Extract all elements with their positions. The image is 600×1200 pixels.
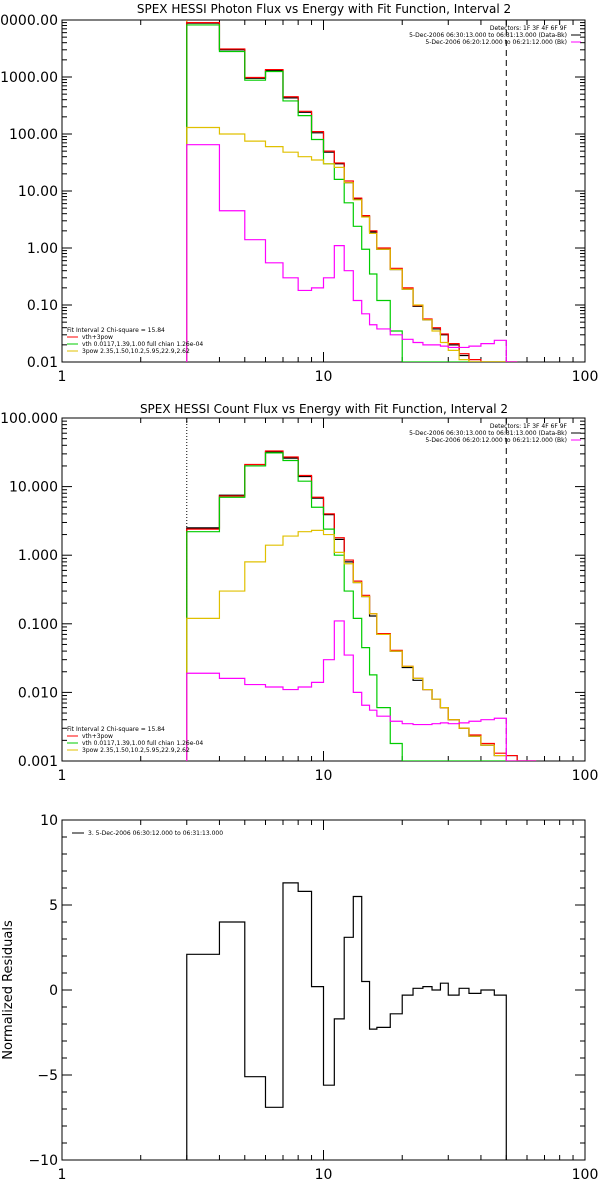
photon-flux-panel: SPEX HESSI Photon Flux vs Energy with Fi… xyxy=(0,2,598,385)
chart-title: SPEX HESSI Count Flux vs Energy with Fit… xyxy=(140,402,508,416)
y-tick-label: 100.000 xyxy=(0,411,58,427)
series-line-2 xyxy=(186,24,518,362)
y-tick-label: 5 xyxy=(49,898,58,914)
series-line-4 xyxy=(186,620,537,761)
chart-title: SPEX HESSI Photon Flux vs Energy with Fi… xyxy=(137,2,511,16)
legend-entry: vth 0.0117,1.39,1.00 full chian 1.26e-04 xyxy=(82,740,203,747)
legend-entry: 3. 5-Dec-2006 06:30:12.000 to 06:31:13.0… xyxy=(88,830,223,837)
legend-entry: 3pow 2.35,1.50,10.2,5.95,22.9,2.62 xyxy=(82,747,190,754)
y-tick-label: 0.100 xyxy=(18,617,58,633)
series-line-2 xyxy=(186,452,537,761)
residuals-panel: Normalized Residuals 1 10 100 10 5 0 −5 −10 3. 5… xyxy=(1,813,598,1183)
y-tick-label: 1000.00 xyxy=(0,70,58,86)
x-tick-label: 100 xyxy=(572,1167,599,1183)
legend-entry: Detectors: 1F 3F 4F 6F 9F xyxy=(490,25,568,32)
legend-entry: 5-Dec-2006 06:20:12.000 to 06:21:12.000 … xyxy=(425,437,567,444)
legend-entry: 3pow 2.35,1.50,10.2,5.95,22.9,2.62 xyxy=(82,348,190,355)
series-line-0 xyxy=(186,22,518,362)
x-tick-label: 10 xyxy=(315,768,333,784)
legend-entry: 5-Dec-2006 06:30:13.000 to 06:31:13.000 … xyxy=(409,430,567,437)
x-tick-label: 1 xyxy=(58,768,67,784)
x-tick-label: 10 xyxy=(315,369,333,385)
series-line-1 xyxy=(186,22,518,362)
series-line-4 xyxy=(186,144,518,362)
series-line-0 xyxy=(186,882,507,1160)
legend-entry: 5-Dec-2006 06:20:12.000 to 06:21:12.000 … xyxy=(425,39,567,46)
series-line-3 xyxy=(186,529,537,761)
y-tick-label: 10 xyxy=(40,813,58,829)
legend-entry: 5-Dec-2006 06:30:13.000 to 06:31:13.000 … xyxy=(409,32,567,39)
y-tick-label: 0.10 xyxy=(27,298,58,314)
legend-entry: Fit Interval 2 Chi-square = 15.84 xyxy=(67,327,165,334)
x-tick-label: 100 xyxy=(572,369,599,385)
y-tick-label: 100.00 xyxy=(9,127,58,143)
legend-entry: vth+3pow xyxy=(82,733,113,740)
y-tick-label: 0.010 xyxy=(18,685,58,701)
series-line-3 xyxy=(186,126,518,362)
legend-entry: vth+3pow xyxy=(82,334,113,341)
series-line-1 xyxy=(186,450,537,761)
count-flux-panel: SPEX HESSI Count Flux vs Energy with Fit… xyxy=(0,402,598,784)
x-tick-label: 100 xyxy=(572,768,599,784)
legend-entry: Fit Interval 2 Chi-square = 15.84 xyxy=(67,726,165,733)
y-tick-label: 10.000 xyxy=(9,480,58,496)
x-tick-label: 10 xyxy=(315,1167,333,1183)
y-axis-label: Normalized Residuals xyxy=(1,920,16,1060)
y-tick-label: −10 xyxy=(28,1153,58,1169)
legend-entry: vth 0.0117,1.39,1.00 full chian 1.26e-04 xyxy=(82,341,203,348)
y-tick-label: 10.00 xyxy=(18,184,58,200)
x-tick-label: 1 xyxy=(58,1167,67,1183)
y-tick-label: 0 xyxy=(49,983,58,999)
y-tick-label: 0.001 xyxy=(18,754,58,770)
y-tick-label: 0.01 xyxy=(27,355,58,371)
y-tick-label: 1.000 xyxy=(18,548,58,564)
y-tick-label: −5 xyxy=(37,1068,58,1084)
legend-entry: Detectors: 1F 3F 4F 6F 9F xyxy=(490,423,568,430)
series-line-0 xyxy=(186,451,537,761)
y-tick-label: 1.00 xyxy=(27,241,58,257)
x-tick-label: 1 xyxy=(58,369,67,385)
